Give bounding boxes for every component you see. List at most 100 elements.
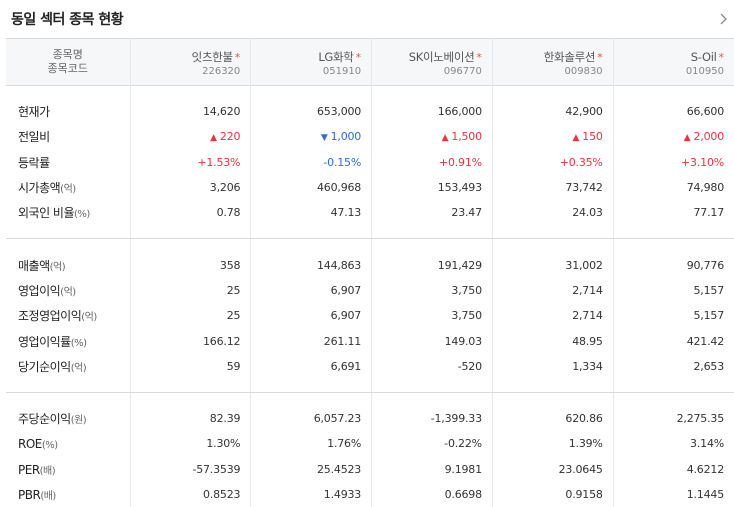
value-cell: +0.35%	[492, 150, 613, 175]
stock-name-link[interactable]: SK이노베이션	[409, 50, 475, 64]
value-text: 149.03	[445, 335, 482, 348]
value-cell: 47.13	[251, 200, 372, 225]
stock-code: 010950	[624, 65, 724, 78]
value-text: 1,500	[451, 130, 482, 143]
row-unit: (억)	[81, 312, 97, 323]
value-text: 25	[227, 309, 241, 322]
stock-name-link[interactable]: LG화학	[318, 50, 353, 64]
value-cell: 6,057.23	[251, 406, 372, 431]
row-label-text: PBR	[18, 488, 40, 502]
stock-column-header[interactable]: 한화솔루션* 009830	[492, 39, 613, 86]
value-cell: 74,980	[613, 175, 734, 200]
row-label: 등락률	[6, 150, 130, 175]
spacer-cell	[130, 239, 251, 253]
stock-name-link[interactable]: S-Oil	[691, 50, 717, 64]
value-text: 25.4523	[317, 463, 361, 476]
stock-code: 051910	[261, 65, 361, 78]
group-divider-row	[6, 225, 734, 239]
value-text: 166,000	[438, 105, 482, 118]
value-cell: 66,600	[613, 99, 734, 124]
row-label: PER(배)	[6, 457, 130, 482]
section-header: 동일 섹터 종목 현황	[0, 0, 734, 38]
value-cell: 48.95	[492, 328, 613, 353]
value-cell: 153,493	[372, 175, 493, 200]
chevron-right-icon[interactable]	[716, 12, 730, 26]
value-cell: 0.78	[130, 200, 251, 225]
row-unit: (억)	[71, 363, 87, 374]
stock-code: 226320	[141, 65, 241, 78]
spacer-cell	[130, 225, 251, 239]
row-label: 당기순이익(억)	[6, 354, 130, 379]
value-cell: 23.0645	[492, 457, 613, 482]
spacer-cell	[613, 392, 734, 406]
value-text: -520	[458, 360, 482, 373]
value-cell: ▼1,000	[251, 124, 372, 149]
stock-name-link[interactable]: 잇츠한불	[192, 50, 233, 64]
row-label: ROE(%)	[6, 431, 130, 456]
spacer-cell	[6, 86, 130, 100]
value-cell: 460,968	[251, 175, 372, 200]
row-unit: (%)	[71, 338, 87, 349]
stock-column-header[interactable]: 잇츠한불* 226320	[130, 39, 251, 86]
value-cell: 3,206	[130, 175, 251, 200]
asterisk-mark: *	[597, 51, 603, 64]
row-label: 전일비	[6, 124, 130, 149]
row-label-text: 영업이익률	[18, 335, 71, 349]
value-cell: -0.22%	[372, 431, 493, 456]
row-label: 영업이익(억)	[6, 278, 130, 303]
value-cell: 4.6212	[613, 457, 734, 482]
value-text: 1.39%	[569, 437, 603, 450]
asterisk-mark: *	[235, 51, 241, 64]
spacer-cell	[251, 239, 372, 253]
value-text: 47.13	[331, 206, 362, 219]
row-label-text: 전일비	[18, 130, 50, 144]
spacer-cell	[613, 86, 734, 100]
stock-column-header[interactable]: SK이노베이션* 096770	[372, 39, 493, 86]
asterisk-mark: *	[719, 51, 725, 64]
value-cell: 261.11	[251, 328, 372, 353]
value-text: 3,206	[210, 181, 241, 194]
value-text: 1,334	[572, 360, 603, 373]
value-cell: 166,000	[372, 99, 493, 124]
value-text: 653,000	[317, 105, 361, 118]
spacer-cell	[613, 239, 734, 253]
value-text: 358	[220, 259, 240, 272]
row-label-text: 현재가	[18, 105, 50, 119]
value-cell: -1,399.33	[372, 406, 493, 431]
section-title: 동일 섹터 종목 현황	[11, 9, 123, 29]
stock-name-link[interactable]: 한화솔루션	[544, 50, 595, 64]
spacer-row	[6, 392, 734, 406]
value-text: 74,980	[687, 181, 724, 194]
value-text: 166.12	[203, 335, 240, 348]
value-text: 66,600	[687, 105, 724, 118]
value-text: 220	[220, 130, 240, 143]
value-cell: 1.4933	[251, 482, 372, 507]
value-text: 0.9158	[565, 488, 602, 501]
value-cell: 2,653	[613, 354, 734, 379]
value-cell: ▲220	[130, 124, 251, 149]
value-text: 5,157	[694, 284, 725, 297]
spacer-cell	[130, 379, 251, 393]
spacer-cell	[613, 379, 734, 393]
spacer-cell	[6, 379, 130, 393]
value-cell: 25	[130, 303, 251, 328]
value-text: 1,000	[331, 130, 362, 143]
value-text: 3,750	[451, 309, 482, 322]
value-cell: 0.6698	[372, 482, 493, 507]
row-label: 현재가	[6, 99, 130, 124]
value-text: 0.8523	[203, 488, 240, 501]
value-text: -0.15%	[323, 156, 361, 169]
row-label-text: ROE	[18, 437, 42, 451]
spacer-cell	[130, 86, 251, 100]
value-text: 144,863	[317, 259, 361, 272]
spacer-cell	[372, 392, 493, 406]
stock-name-header: 종목명	[16, 48, 120, 62]
row-unit: (%)	[42, 440, 58, 451]
value-text: -57.3539	[192, 463, 240, 476]
row-unit: (억)	[50, 262, 66, 273]
table-row-change: 전일비▲220▼1,000▲1,500▲150▲2,000	[6, 124, 734, 149]
stock-column-header[interactable]: S-Oil* 010950	[613, 39, 734, 86]
value-text: 2,000	[694, 130, 725, 143]
stock-column-header[interactable]: LG화학* 051910	[251, 39, 372, 86]
